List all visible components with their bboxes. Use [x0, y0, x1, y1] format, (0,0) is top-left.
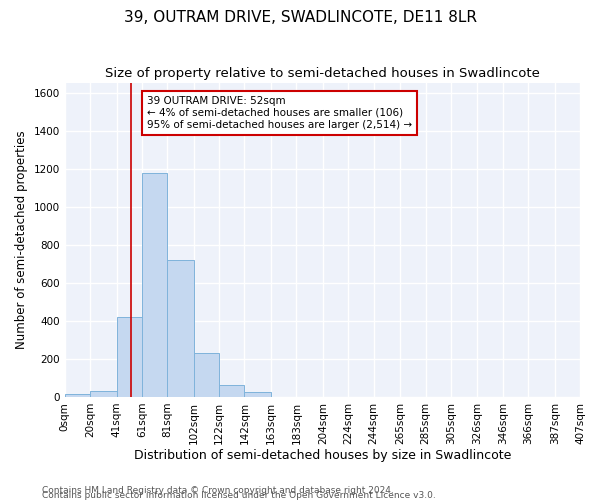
Bar — [116, 317, 142, 397]
Bar — [167, 260, 194, 397]
Bar — [65, 394, 90, 397]
Y-axis label: Number of semi-detached properties: Number of semi-detached properties — [15, 130, 28, 350]
Text: 39, OUTRAM DRIVE, SWADLINCOTE, DE11 8LR: 39, OUTRAM DRIVE, SWADLINCOTE, DE11 8LR — [124, 10, 476, 25]
Bar — [90, 392, 116, 397]
Bar — [194, 353, 219, 397]
X-axis label: Distribution of semi-detached houses by size in Swadlincote: Distribution of semi-detached houses by … — [134, 450, 511, 462]
Text: Contains public sector information licensed under the Open Government Licence v3: Contains public sector information licen… — [42, 490, 436, 500]
Bar — [142, 174, 167, 397]
Bar — [244, 392, 271, 397]
Title: Size of property relative to semi-detached houses in Swadlincote: Size of property relative to semi-detach… — [105, 68, 540, 80]
Text: Contains HM Land Registry data © Crown copyright and database right 2024.: Contains HM Land Registry data © Crown c… — [42, 486, 394, 495]
Bar — [219, 384, 244, 397]
Text: 39 OUTRAM DRIVE: 52sqm
← 4% of semi-detached houses are smaller (106)
95% of sem: 39 OUTRAM DRIVE: 52sqm ← 4% of semi-deta… — [147, 96, 412, 130]
